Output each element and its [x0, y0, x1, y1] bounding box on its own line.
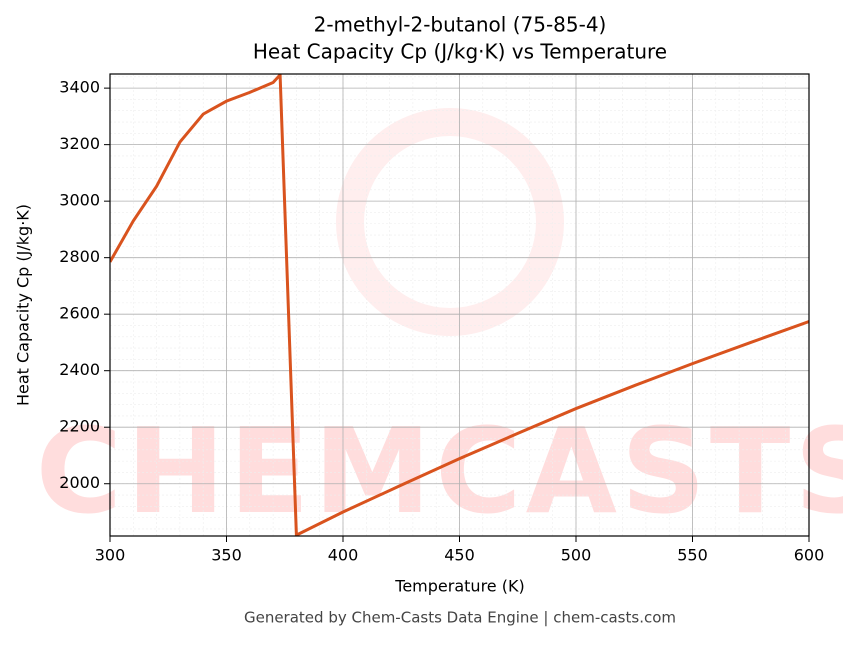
- chart-subtitle: Heat Capacity Cp (J/kg·K) vs Temperature: [253, 40, 667, 64]
- x-tick-label: 600: [794, 546, 825, 565]
- y-tick-label: 3000: [59, 191, 100, 210]
- x-tick-label: 400: [328, 546, 359, 565]
- y-tick-label: 2200: [59, 417, 100, 436]
- line: [110, 74, 809, 536]
- x-tick-label: 300: [95, 546, 126, 565]
- watermark: CHEMCASTS: [36, 402, 843, 540]
- x-tick-label: 450: [444, 546, 475, 565]
- plot-frame: [109, 73, 810, 537]
- y-tick-label: 3200: [59, 134, 100, 153]
- y-tick-label: 2000: [59, 473, 100, 492]
- x-tick-label: 500: [561, 546, 592, 565]
- y-tick-label: 3400: [59, 78, 100, 97]
- y-axis-label: Heat Capacity Cp (J/kg·K): [14, 204, 33, 406]
- y-tick-label: 2800: [59, 247, 100, 266]
- footer: Generated by Chem-Casts Data Engine | ch…: [244, 609, 676, 627]
- x-axis-label: Temperature (K): [394, 577, 524, 596]
- x-tick-label: 350: [211, 546, 242, 565]
- chart-title: 2-methyl-2-butanol (75-85-4): [314, 13, 607, 37]
- y-tick-label: 2400: [59, 360, 100, 379]
- y-tick-label: 2600: [59, 304, 100, 323]
- x-tick-label: 550: [677, 546, 708, 565]
